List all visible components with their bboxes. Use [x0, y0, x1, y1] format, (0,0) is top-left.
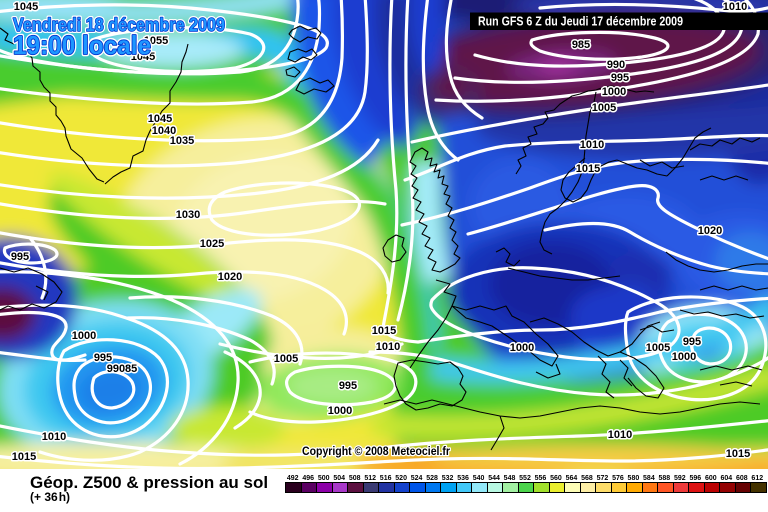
svg-text:1000: 1000	[72, 330, 96, 342]
svg-text:1000: 1000	[672, 351, 696, 363]
svg-text:Vendredi 18 décembre 2009: Vendredi 18 décembre 2009	[13, 15, 225, 35]
svg-text:1035: 1035	[170, 135, 194, 147]
svg-text:1045: 1045	[14, 1, 38, 13]
svg-text:1005: 1005	[592, 102, 616, 114]
svg-text:995: 995	[339, 380, 357, 392]
svg-text:Run GFS 6 Z du Jeudi 17 décemb: Run GFS 6 Z du Jeudi 17 décembre 2009	[478, 15, 683, 29]
svg-text:1015: 1015	[12, 451, 36, 463]
svg-text:1010: 1010	[608, 429, 632, 441]
svg-text:1045: 1045	[148, 113, 172, 125]
svg-text:1025: 1025	[200, 238, 224, 250]
svg-text:Copyright © 2008 Meteociel.fr: Copyright © 2008 Meteociel.fr	[302, 446, 450, 458]
svg-text:19:00 locale: 19:00 locale	[13, 30, 151, 60]
svg-text:995: 995	[94, 352, 112, 364]
svg-text:995: 995	[611, 72, 629, 84]
svg-text:99085: 99085	[107, 363, 138, 375]
svg-text:1030: 1030	[176, 209, 200, 221]
svg-text:1010: 1010	[376, 341, 400, 353]
svg-text:1010: 1010	[723, 1, 747, 13]
svg-text:1015: 1015	[576, 163, 600, 175]
svg-text:1040: 1040	[152, 125, 176, 137]
svg-text:1010: 1010	[42, 431, 66, 443]
svg-text:990: 990	[607, 59, 625, 71]
svg-text:1000: 1000	[602, 86, 626, 98]
svg-text:1055: 1055	[144, 35, 168, 47]
svg-text:1020: 1020	[698, 225, 722, 237]
svg-text:1000: 1000	[328, 405, 352, 417]
svg-text:985: 985	[572, 39, 590, 51]
svg-text:1015: 1015	[726, 448, 750, 460]
svg-text:1005: 1005	[646, 342, 670, 354]
svg-text:1015: 1015	[372, 325, 396, 337]
svg-text:1005: 1005	[274, 353, 298, 365]
svg-text:1045: 1045	[131, 51, 155, 63]
svg-text:995: 995	[11, 251, 29, 263]
svg-text:1000: 1000	[510, 342, 534, 354]
svg-text:995: 995	[683, 336, 701, 348]
svg-text:19:00 locale: 19:00 locale	[13, 30, 151, 60]
svg-text:Vendredi 18 décembre 2009: Vendredi 18 décembre 2009	[13, 15, 225, 35]
svg-text:1020: 1020	[218, 271, 242, 283]
svg-text:1010: 1010	[580, 139, 604, 151]
